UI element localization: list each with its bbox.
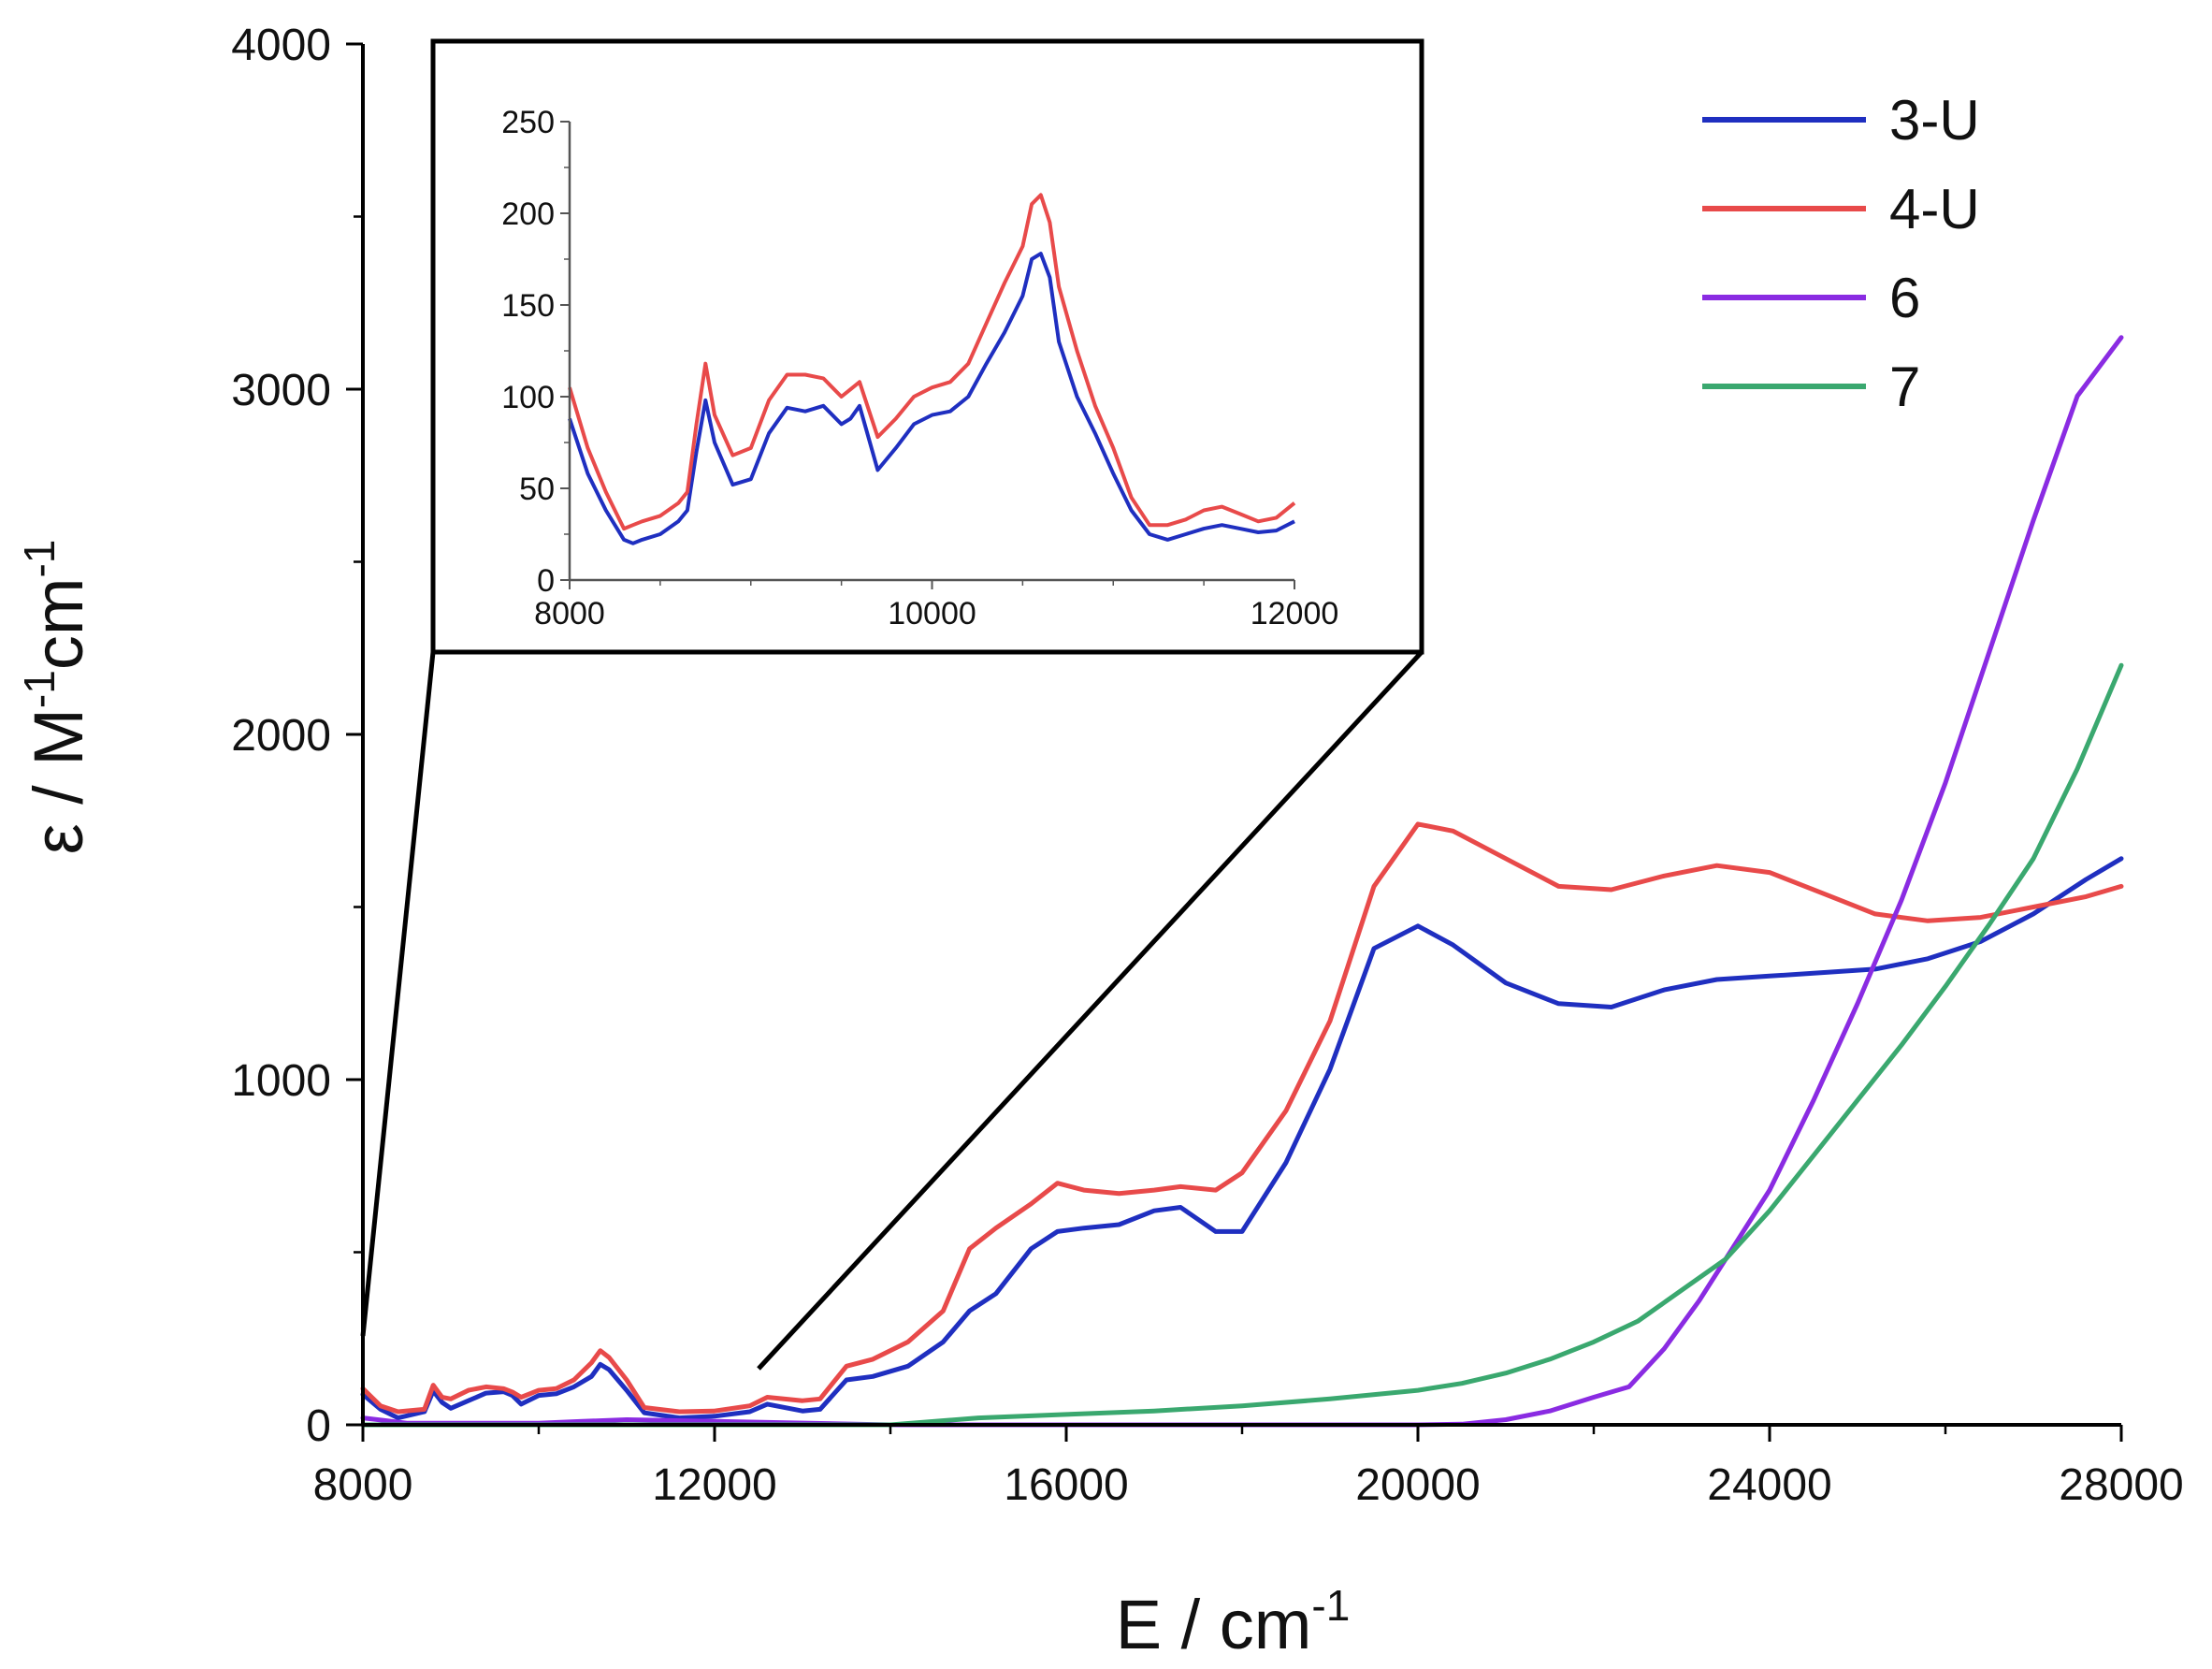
legend-item: 4-U: [1702, 178, 1980, 240]
y-tick-label: 4000: [231, 21, 331, 70]
legend-item: 3-U: [1702, 89, 1980, 152]
inset-y-tick-label: 100: [501, 380, 555, 415]
inset-y-tick-label: 150: [501, 288, 555, 324]
y-axis-title-part1: ε / M: [20, 708, 97, 854]
inset-series-group: [568, 193, 1296, 545]
x-tick-label: 8000: [313, 1460, 413, 1510]
inset-frame: [430, 38, 1424, 655]
y-axis-title: ε / M-1cm-1: [15, 540, 97, 855]
x-axis-title-sup: -1: [1311, 1581, 1350, 1630]
y-tick-label: 0: [306, 1401, 331, 1451]
series-line-3-u: [360, 856, 2124, 1421]
inset-y-tick-label: 50: [519, 472, 555, 507]
x-tick-label: 20000: [1355, 1460, 1480, 1510]
main-plot: 8000 12000 16000 20000 24000 2800001000200030…: [231, 21, 2184, 1510]
series-line-6: [360, 335, 2124, 1428]
x-tick-label: 12000: [652, 1460, 776, 1510]
legend-item: 6: [1702, 267, 1920, 329]
y-axis-title-sup2: -1: [15, 540, 64, 578]
x-axis-title: E / cm-1: [1116, 1581, 1351, 1663]
legend-label: 4-U: [1889, 178, 1980, 240]
inset-y-tick-label: 200: [501, 196, 555, 232]
inset-series-line-4-u: [568, 193, 1296, 531]
legend-label: 6: [1889, 267, 1920, 329]
y-tick-label: 3000: [231, 366, 331, 415]
y-axis-title-sup1: -1: [15, 670, 64, 708]
inset-ticks: 8000 10000 12000 0 50 100 150 200 250: [501, 105, 1338, 631]
zoom-line-right: [757, 650, 1424, 1371]
x-tick-label: 28000: [2059, 1460, 2183, 1510]
x-axis-title-main: E / cm: [1116, 1586, 1312, 1663]
inset-series-line-3-u: [568, 252, 1295, 545]
legend-item: 7: [1702, 356, 1920, 418]
series-line-7: [360, 662, 2124, 1428]
inset-plot: 8000 10000 12000 0 50 100 150 200 250: [430, 38, 1424, 655]
y-tick-label: 1000: [231, 1056, 331, 1106]
legend-label: 3-U: [1889, 89, 1980, 152]
legend: 3-U 4-U 6 7: [1702, 89, 1980, 418]
y-tick-label: 2000: [231, 711, 331, 761]
inset-x-tick-label: 8000: [534, 596, 605, 631]
main-series-group: [360, 335, 2124, 1428]
inset-x-tick-label: 10000: [888, 596, 976, 631]
series-line-4-u: [360, 821, 2124, 1415]
x-tick-label: 24000: [1707, 1460, 1831, 1510]
inset-x-tick-label: 12000: [1251, 596, 1339, 631]
zoom-line-left: [360, 651, 436, 1337]
zoom-connector-lines: [360, 650, 1424, 1371]
legend-label: 7: [1889, 356, 1920, 418]
inset-y-tick-label: 0: [537, 563, 555, 599]
y-axis-title-part2: cm: [20, 578, 97, 671]
main-ticks: 8000 12000 16000 20000 24000 2800001000200030…: [231, 21, 2184, 1510]
inset-y-tick-label: 250: [501, 105, 555, 140]
x-tick-label: 16000: [1004, 1460, 1128, 1510]
